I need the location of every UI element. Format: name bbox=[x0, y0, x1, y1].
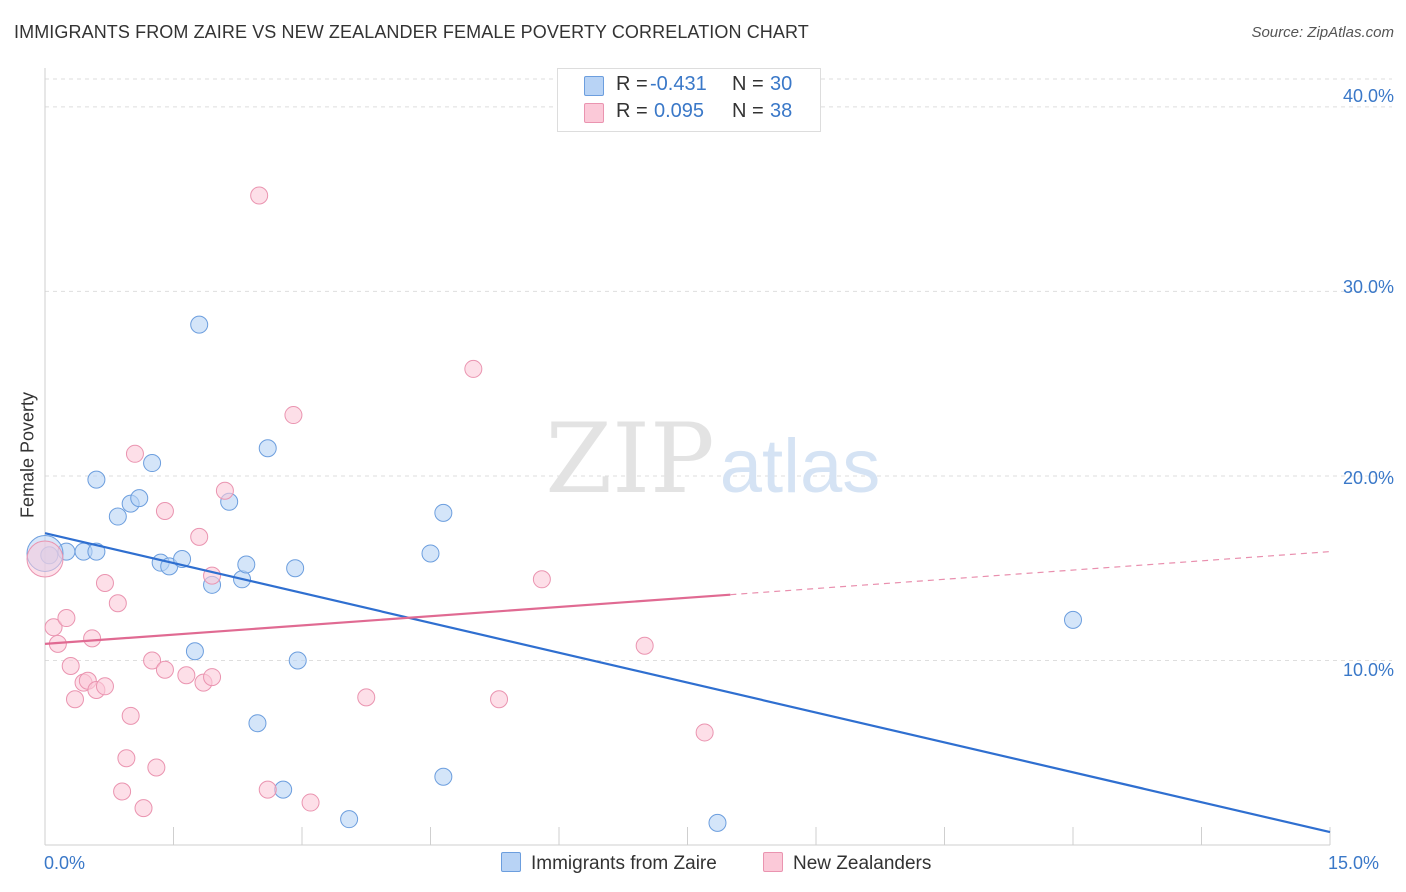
point-zaire bbox=[340, 810, 359, 829]
correlation-legend: R = -0.431 N = 30 R = 0.095 N = 38 bbox=[557, 68, 821, 132]
point-nz bbox=[250, 186, 269, 205]
point-nz bbox=[695, 723, 714, 742]
point-zaire bbox=[286, 559, 305, 578]
point-nz bbox=[203, 668, 222, 687]
y-axis-label: Female Poverty bbox=[17, 391, 38, 519]
legend-swatch-nz bbox=[584, 103, 604, 123]
point-nz bbox=[147, 758, 166, 777]
point-nz bbox=[532, 570, 551, 589]
r-value-zaire: -0.431 bbox=[650, 73, 707, 95]
point-nz bbox=[117, 749, 136, 768]
point-nz bbox=[95, 573, 114, 592]
point-zaire bbox=[190, 315, 209, 334]
point-zaire bbox=[87, 542, 106, 561]
point-nz bbox=[65, 690, 84, 709]
point-zaire bbox=[274, 780, 293, 799]
point-nz bbox=[190, 527, 209, 546]
trend-line-nz bbox=[44, 593, 731, 645]
watermark-atlas: atlas bbox=[720, 424, 881, 509]
point-nz bbox=[490, 690, 509, 709]
point-nz bbox=[155, 502, 174, 521]
point-nz bbox=[125, 444, 144, 463]
point-zaire bbox=[434, 767, 453, 786]
point-nz bbox=[301, 793, 320, 812]
point-nz bbox=[284, 406, 303, 425]
n-value-zaire: 30 bbox=[770, 73, 793, 95]
point-zaire bbox=[288, 651, 307, 670]
point-nz bbox=[44, 618, 63, 637]
x-tick-label-min: 0.0% bbox=[44, 853, 86, 873]
trend-line-zaire bbox=[44, 532, 1331, 834]
y-tick-label: 40.0% bbox=[1342, 86, 1394, 106]
point-nz bbox=[134, 799, 153, 818]
watermark-zip: ZIP bbox=[545, 403, 714, 515]
point-zaire bbox=[143, 454, 162, 473]
point-nz bbox=[155, 660, 174, 679]
point-nz bbox=[177, 666, 196, 685]
watermark: ZIP atlas bbox=[545, 403, 880, 515]
point-nz bbox=[108, 594, 127, 613]
legend-item-nz[interactable]: New Zealanders bbox=[763, 852, 931, 875]
point-nz bbox=[95, 677, 114, 696]
legend-item-zaire[interactable]: Immigrants from Zaire bbox=[501, 852, 717, 875]
trend-line-nz-extrapolated bbox=[730, 551, 1331, 596]
series-legend: Immigrants from Zaire New Zealanders bbox=[0, 852, 1406, 878]
data-points bbox=[26, 186, 1082, 832]
n-label: N = bbox=[732, 73, 764, 95]
point-nz bbox=[121, 706, 140, 725]
legend-label-zaire: Immigrants from Zaire bbox=[531, 853, 717, 874]
n-label: N = bbox=[732, 100, 764, 122]
point-nz bbox=[26, 540, 64, 578]
n-value-nz: 38 bbox=[770, 100, 793, 122]
point-nz bbox=[215, 481, 234, 500]
point-nz bbox=[357, 688, 376, 707]
point-zaire bbox=[87, 470, 106, 489]
point-zaire bbox=[108, 507, 127, 526]
point-nz bbox=[635, 636, 654, 655]
legend-swatch-zaire bbox=[501, 852, 521, 872]
point-zaire bbox=[708, 813, 727, 832]
point-nz bbox=[83, 629, 102, 648]
point-nz bbox=[57, 609, 76, 628]
source-label: Source: ZipAtlas.com bbox=[1251, 24, 1394, 41]
point-nz bbox=[464, 359, 483, 378]
point-nz bbox=[61, 657, 80, 676]
y-tick-label: 20.0% bbox=[1342, 468, 1394, 488]
point-nz bbox=[143, 651, 162, 670]
legend-label-nz: New Zealanders bbox=[793, 853, 932, 874]
point-nz bbox=[258, 780, 277, 799]
y-tick-label: 10.0% bbox=[1342, 660, 1394, 680]
point-zaire bbox=[248, 714, 267, 733]
point-zaire bbox=[1064, 610, 1082, 629]
point-zaire bbox=[185, 642, 204, 661]
r-value-nz: 0.095 bbox=[654, 100, 705, 122]
point-zaire bbox=[421, 544, 440, 563]
axes bbox=[44, 68, 1331, 846]
trend-lines bbox=[44, 532, 1331, 834]
r-label: R = bbox=[616, 73, 648, 95]
point-zaire bbox=[258, 439, 277, 458]
point-nz bbox=[113, 782, 132, 801]
y-tick-label: 30.0% bbox=[1342, 277, 1394, 297]
legend-swatch-nz bbox=[763, 852, 783, 872]
point-zaire bbox=[130, 489, 149, 508]
point-zaire bbox=[434, 503, 453, 522]
chart-title: IMMIGRANTS FROM ZAIRE VS NEW ZEALANDER F… bbox=[14, 22, 809, 42]
r-label: R = bbox=[616, 100, 648, 122]
x-tick-label-max: 15.0% bbox=[1328, 853, 1380, 873]
legend-swatch-zaire bbox=[584, 76, 604, 96]
point-zaire bbox=[237, 555, 256, 574]
